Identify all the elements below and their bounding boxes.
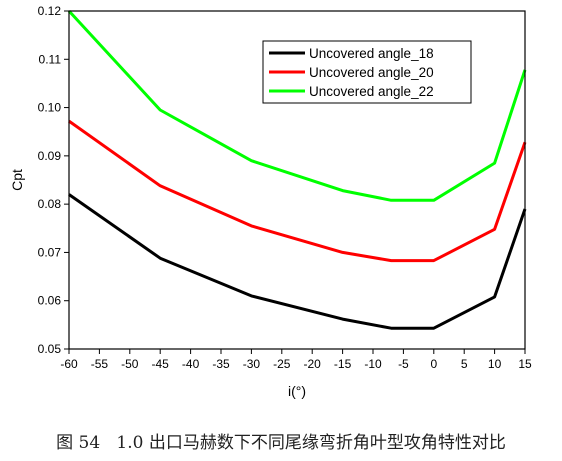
x-tick-label: -10 [364, 357, 382, 371]
legend-label-3: Uncovered angle_22 [309, 84, 434, 99]
y-tick-label: 0.12 [38, 4, 62, 18]
x-tick-label: -5 [398, 357, 409, 371]
y-tick-label: 0.09 [38, 149, 62, 163]
series-line-1 [68, 193, 527, 330]
x-tick-label: 10 [488, 357, 502, 371]
x-tick-label: -25 [273, 357, 291, 371]
x-tick-label: -35 [212, 357, 230, 371]
x-tick-label: 15 [518, 357, 532, 371]
y-tick-label: 0.10 [38, 101, 62, 115]
x-tick-label: 0 [430, 357, 437, 371]
x-tick-label: -50 [121, 357, 139, 371]
x-tick-label: -30 [243, 357, 261, 371]
x-tick-label: -55 [91, 357, 109, 371]
x-tick-label: 5 [461, 357, 468, 371]
y-tick-label: 0.08 [38, 197, 62, 211]
legend-label-2: Uncovered angle_20 [309, 65, 434, 80]
y-tick-label: 0.07 [38, 245, 62, 259]
y-tick-label: 0.05 [38, 342, 62, 356]
plot-frame [68, 10, 526, 350]
x-tick-label: -40 [182, 357, 200, 371]
x-axis-title: i(°) [288, 383, 306, 399]
x-tick-label: -20 [304, 357, 322, 371]
x-tick-label: -45 [152, 357, 170, 371]
series-line-2 [68, 119, 527, 263]
y-axis-title: Cpt [9, 169, 25, 191]
y-tick-label: 0.06 [38, 294, 62, 308]
figure-caption: 图 54 1.0 出口马赫数下不同尾缘弯折角叶型攻角特性对比 [56, 433, 506, 453]
y-tick-label: 0.11 [39, 52, 62, 66]
series-line-3 [67, 9, 527, 202]
line-chart: 0.050.060.070.080.090.100.110.12-60 -55 -5… [9, 4, 532, 399]
legend-label-1: Uncovered angle_18 [309, 46, 434, 61]
x-tick-label: -60 [60, 357, 78, 371]
x-tick-label: -15 [334, 357, 352, 371]
